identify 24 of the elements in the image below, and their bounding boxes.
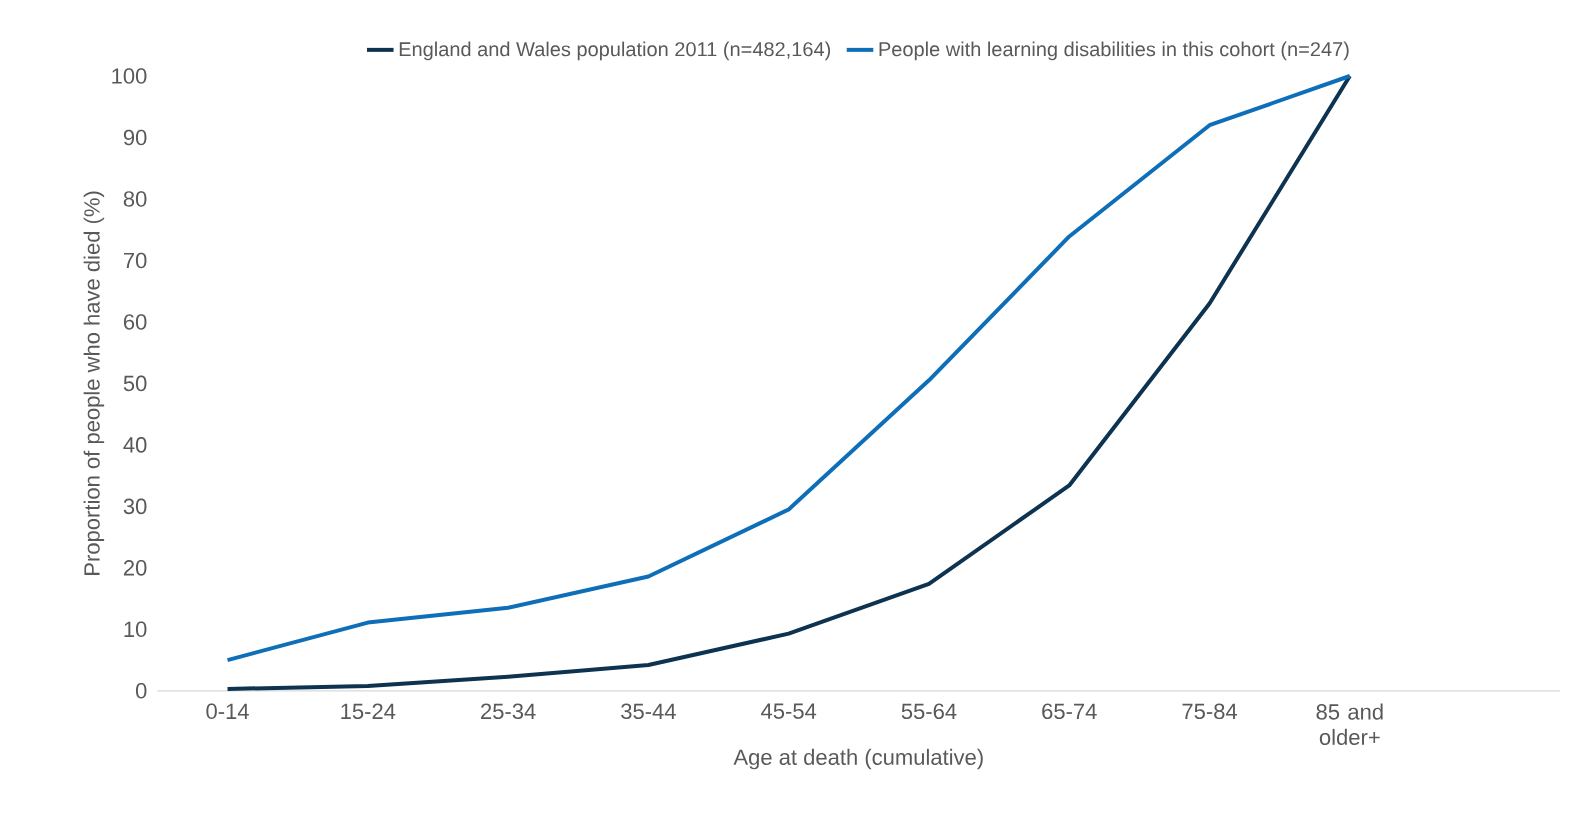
y-tick-label: 20 xyxy=(123,560,147,576)
y-tick-label: 10 xyxy=(124,621,147,638)
x-tick-label: 75-84 xyxy=(1182,703,1238,720)
x-tick-label: 45-54 xyxy=(761,703,817,720)
y-tick-label: 0 xyxy=(135,683,147,699)
y-tick-label: 100 xyxy=(112,68,147,85)
x-tick-label: 35-44 xyxy=(621,703,676,720)
y-tick-label: 80 xyxy=(123,191,147,208)
y-axis-title: Proportion of people who have died (%) xyxy=(83,191,105,576)
legend-label: England and Wales population 2011 (n=482,164) xyxy=(399,41,831,61)
x-tick-label: 0-14 xyxy=(206,703,249,720)
y-tick-label: 70 xyxy=(123,252,147,269)
legend-label: People with learning disabilities in this cohort (n=247) xyxy=(879,41,1349,61)
x-axis-title: Age at death (cumulative) xyxy=(733,749,983,770)
y-tick-label: 50 xyxy=(123,375,147,392)
y-tick-label: 30 xyxy=(123,498,147,515)
x-tick-label: 15-24 xyxy=(341,703,396,720)
x-tick-label: 25-34 xyxy=(481,703,536,720)
x-tick-label: 55-64 xyxy=(901,703,957,720)
x-tick-label: 65-74 xyxy=(1042,703,1097,720)
x-tick-label: 85 and older+ xyxy=(1316,703,1383,746)
y-tick-label: 90 xyxy=(123,129,147,146)
y-tick-label: 60 xyxy=(123,314,147,330)
y-tick-label: 40 xyxy=(123,437,147,453)
